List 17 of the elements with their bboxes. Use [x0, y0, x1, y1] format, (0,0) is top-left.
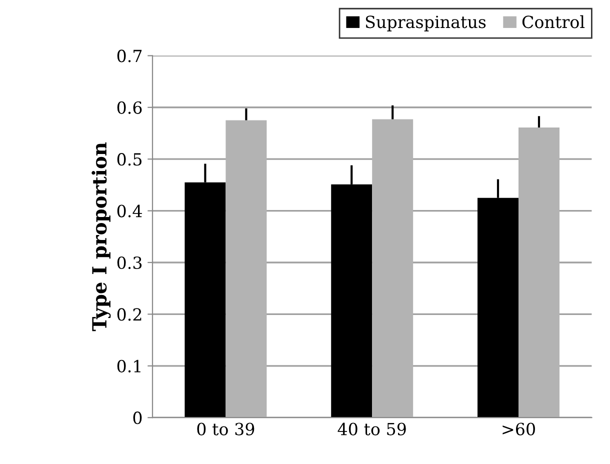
y-tick-label: 0.6 [117, 101, 142, 114]
x-tick-label: >60 [502, 422, 535, 436]
y-axis-title: Type I proportion [92, 142, 111, 332]
x-tick-label: 0 to 39 [197, 422, 254, 436]
y-tick-label: 0.7 [117, 50, 142, 62]
y-tick-label: 0.4 [117, 204, 142, 218]
y-tick-label: 0.2 [117, 308, 142, 321]
x-tick-label: 40 to 59 [338, 422, 406, 436]
legend-label: Supraspinatus [366, 16, 486, 32]
bar [518, 128, 560, 418]
y-tick-label: 0.3 [117, 256, 142, 270]
y-tick-label: 0 [133, 412, 142, 424]
bar [372, 119, 414, 418]
bar [226, 120, 267, 418]
legend-label: Control [522, 15, 585, 28]
y-tick-label: 0.5 [117, 153, 142, 166]
y-tick-label: 0.1 [117, 360, 140, 372]
